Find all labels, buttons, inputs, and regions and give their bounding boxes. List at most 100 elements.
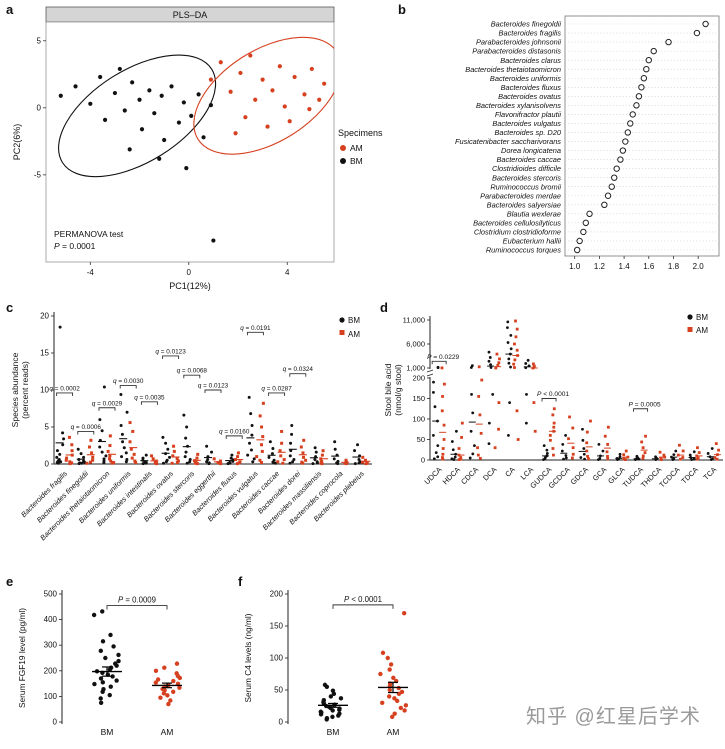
svg-text:Bacteroides finegoldii: Bacteroides finegoldii: [491, 20, 562, 29]
svg-text:1.8: 1.8: [668, 262, 680, 271]
panel-a-legend: Specimens AM BM: [338, 128, 383, 166]
svg-text:BM: BM: [348, 316, 360, 325]
panel-c-legend: BM AM: [339, 316, 360, 339]
svg-text:HDCA: HDCA: [441, 465, 462, 486]
svg-text:Bacteroides ovatus: Bacteroides ovatus: [498, 92, 561, 101]
svg-f-content: 0 50 100 150 200 Serum C4 levels (ng/ml) BM AM P…: [243, 590, 409, 737]
svg-text:11,000: 11,000: [403, 316, 425, 325]
svg-text:Clostridioides difficile: Clostridioides difficile: [492, 164, 561, 173]
svg-text:5: 5: [37, 36, 42, 45]
svg-text:1.6: 1.6: [643, 262, 655, 271]
svg-text:BM: BM: [350, 156, 363, 166]
svg-text:Specimens: Specimens: [338, 128, 383, 138]
svg-text:Parabacteroides merdae: Parabacteroides merdae: [480, 191, 561, 200]
svg-text:Bacteroides vulgatus: Bacteroides vulgatus: [492, 119, 561, 128]
svg-text:50: 50: [274, 686, 283, 695]
svg-text:TCDCA: TCDCA: [657, 465, 681, 489]
svg-text:(percent reads): (percent reads): [20, 361, 30, 419]
svg-text:-5: -5: [34, 170, 42, 179]
panel-a-data: [58, 36, 334, 243]
svg-text:Clostridium clostridioforme: Clostridium clostridioforme: [474, 228, 561, 237]
svg-text:Bacteroides fluxus: Bacteroides fluxus: [501, 83, 562, 92]
svg-text:q = 0.0191: q = 0.0191: [240, 325, 271, 332]
svg-text:1.4: 1.4: [619, 262, 631, 271]
svg-text:Dorea longicatena: Dorea longicatena: [501, 146, 561, 155]
svg-text:Eubacterium hallii: Eubacterium hallii: [503, 237, 562, 246]
svg-e-content: 0 100 200 300 400 500 Serum FGF19 level (pg/ml…: [17, 590, 183, 737]
svg-text:Ruminococcus bromii: Ruminococcus bromii: [490, 182, 561, 191]
svg-text:400: 400: [44, 615, 58, 624]
watermark-text: 知乎 @红星后学术: [526, 706, 701, 728]
svg-text:(nmol/g stool): (nmol/g stool): [393, 364, 403, 416]
svg-text:AM: AM: [696, 326, 708, 335]
svg-text:q = 0.0029: q = 0.0029: [92, 400, 123, 407]
svg-text:150: 150: [412, 394, 425, 403]
svg-text:CDCA: CDCA: [459, 465, 480, 486]
svg-text:q = 0.0160: q = 0.0160: [219, 428, 250, 435]
svg-text:-4: -4: [87, 268, 95, 277]
svg-text:Serum C4 levels (ng/ml): Serum C4 levels (ng/ml): [243, 613, 253, 702]
svg-text:CA: CA: [503, 465, 517, 479]
panel-a-content: PLS–DA -4 0 4 -5 0 5 PC1(12%) PC2(6%) PERMANOVA t…: [12, 6, 383, 291]
svg-text:PERMANOVA test: PERMANOVA test: [54, 229, 124, 239]
svg-text:Bacteroides thetaiotaomicron: Bacteroides thetaiotaomicron: [465, 65, 561, 74]
svg-text:Species abundance: Species abundance: [10, 352, 20, 427]
svg-text:100: 100: [412, 415, 425, 424]
svg-text:100: 100: [44, 692, 58, 701]
panel-a-label: a: [6, 2, 14, 17]
svg-text:Ruminococcus torques: Ruminococcus torques: [486, 246, 561, 255]
panel-e-label: e: [6, 574, 14, 589]
svg-text:Blautia wexlerae: Blautia wexlerae: [507, 209, 561, 218]
svg-text:15: 15: [40, 349, 49, 358]
svg-text:BM: BM: [327, 727, 340, 737]
svg-text:4: 4: [285, 268, 290, 277]
panel-d-legend: BM AM: [687, 313, 708, 335]
svg-text:Serum FGF19 level (pg/ml): Serum FGF19 level (pg/ml): [17, 608, 27, 708]
panel-f-c4-plot: 0 50 100 150 200 Serum C4 levels (ng/ml) BM AM P…: [243, 590, 409, 737]
svg-text:P < 0.0001: P < 0.0001: [537, 391, 569, 398]
svg-text:50: 50: [417, 435, 425, 444]
svg-text:0: 0: [45, 460, 50, 469]
panel-a-plsda-scatter: PLS–DA -4 0 4 -5 0 5 PC1(12%) PC2(6%) PERMANOVA t…: [12, 6, 383, 291]
svg-text:Stool bile acid: Stool bile acid: [383, 363, 393, 416]
svg-text:Bacteroides uniformis: Bacteroides uniformis: [490, 74, 561, 83]
svg-text:Bacteroides stercoris: Bacteroides stercoris: [492, 173, 561, 182]
svg-text:q = 0.0123: q = 0.0123: [155, 348, 186, 355]
svg-text:500: 500: [44, 590, 58, 599]
svg-text:AM: AM: [387, 727, 400, 737]
svg-text:5: 5: [45, 423, 50, 432]
svg-text:1.0: 1.0: [569, 262, 581, 271]
svg-text:300: 300: [44, 641, 58, 650]
svg-text:PLS–DA: PLS–DA: [173, 10, 208, 20]
svg-text:q = 0.0068: q = 0.0068: [177, 368, 208, 375]
panel-c-label: c: [6, 300, 14, 315]
svg-text:200: 200: [44, 666, 58, 675]
svg-text:q = 0.0324: q = 0.0324: [283, 366, 314, 373]
svg-text:Flavonifractor plautii: Flavonifractor plautii: [495, 110, 561, 119]
svg-text:Bacteroides salyersiae: Bacteroides salyersiae: [487, 200, 561, 209]
svg-text:UDCA: UDCA: [422, 465, 443, 486]
svg-text:q = 0.0035: q = 0.0035: [134, 394, 165, 401]
panel-f-label: f: [238, 574, 243, 589]
svg-text:P = 0.0229: P = 0.0229: [427, 354, 459, 361]
svg-text:Parabacteroides distasonis: Parabacteroides distasonis: [472, 47, 561, 56]
panel-c-abundance-plot: 0 5 10 15 20 Species abundance (percent reads)…: [10, 312, 372, 542]
svg-text:TCA: TCA: [701, 465, 718, 482]
svg-text:AM: AM: [161, 727, 174, 737]
svg-text:BM: BM: [101, 727, 114, 737]
svg-text:0: 0: [421, 456, 425, 465]
svg-text:P = 0.0001: P = 0.0001: [54, 241, 96, 251]
watermark: 知乎 @红星后学术: [526, 700, 701, 729]
svg-text:150: 150: [270, 622, 284, 631]
svg-text:P = 0.0009: P = 0.0009: [118, 596, 156, 605]
svg-text:1,000: 1,000: [406, 364, 425, 373]
svg-text:q = 0.0030: q = 0.0030: [113, 378, 144, 385]
svg-text:1.2: 1.2: [594, 262, 606, 271]
svg-text:0: 0: [187, 268, 192, 277]
svg-text:Parabacteroides johnsonii: Parabacteroides johnsonii: [476, 38, 561, 47]
svg-text:P < 0.0001: P < 0.0001: [344, 595, 382, 604]
svg-text:PC2(6%): PC2(6%): [12, 124, 22, 161]
